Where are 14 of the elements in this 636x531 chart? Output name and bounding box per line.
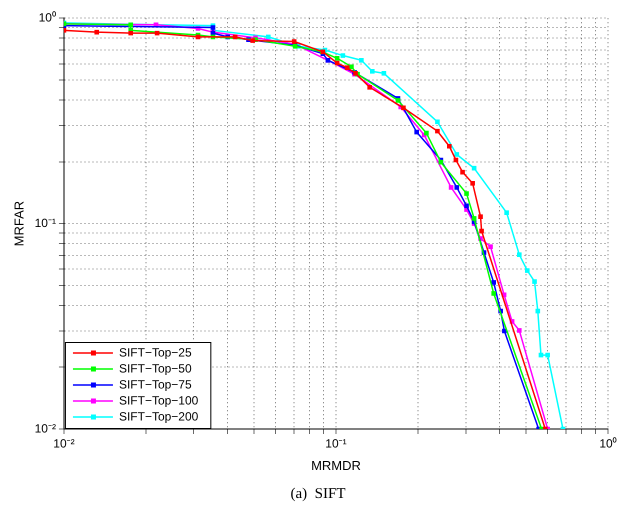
x-tick-label: 10⁻¹ xyxy=(325,436,347,451)
y-axis-title: MRFAR xyxy=(11,200,26,246)
legend-label: SIFT−Top−25 xyxy=(118,345,192,360)
x-axis-title: MRMDR xyxy=(311,458,361,473)
legend-label: SIFT−Top−50 xyxy=(118,361,192,376)
x-tick-label: 10⁻² xyxy=(53,436,75,451)
legend-label: SIFT−Top−100 xyxy=(118,393,199,408)
y-tick-label: 10⁰ xyxy=(38,10,56,25)
text: (a) SIFT xyxy=(290,486,346,503)
y-tick-label: 10⁻¹ xyxy=(34,216,56,230)
y-tick-label: 10⁻² xyxy=(34,421,56,436)
legend-label: SIFT−Top−75 xyxy=(118,377,192,392)
legend-label: SIFT−Top−200 xyxy=(118,409,199,424)
x-tick-label: 10⁰ xyxy=(599,436,617,451)
